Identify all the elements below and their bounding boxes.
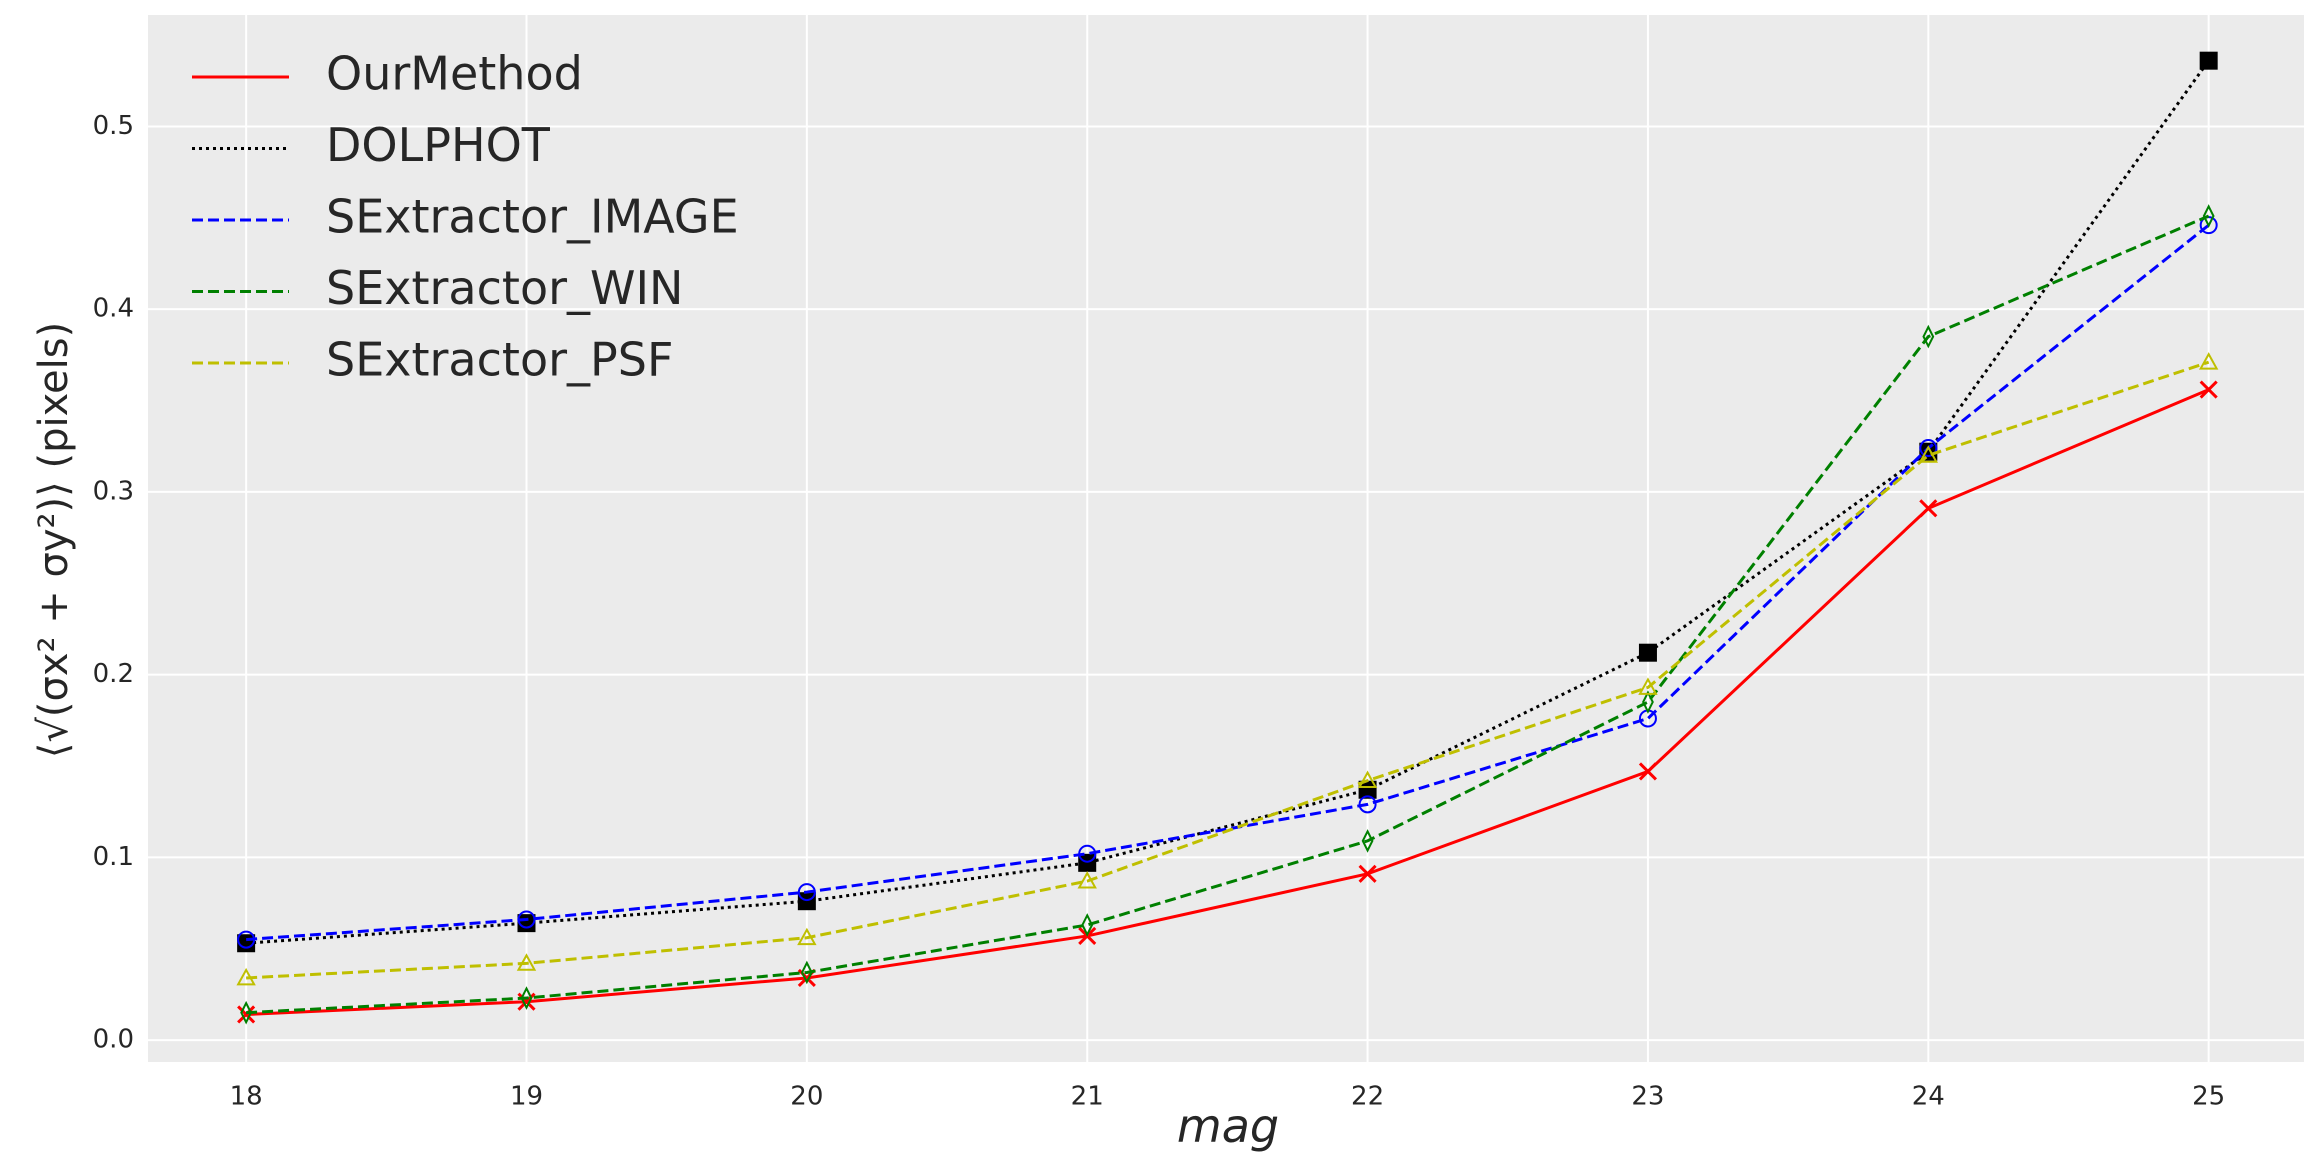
y-tick-label: 0.1	[93, 842, 134, 872]
y-axis-label: ⟨√(σx² + σy²)⟩ (pixels)	[31, 322, 77, 758]
legend-label: DOLPHOT	[326, 118, 551, 172]
marker	[520, 986, 533, 1010]
marker	[1078, 853, 1097, 872]
marker	[1638, 762, 1658, 781]
marker	[1919, 499, 1938, 518]
marker	[1642, 690, 1654, 714]
x-tick-label: 24	[1912, 1081, 1945, 1111]
legend-label: OurMethod	[326, 47, 583, 101]
y-tick-label: 0.0	[93, 1025, 134, 1055]
series-line	[246, 360, 2210, 980]
x-tick-label: 20	[790, 1081, 823, 1111]
marker	[240, 1000, 253, 1025]
marker	[236, 967, 256, 986]
marker	[2198, 352, 2219, 370]
marker	[1638, 677, 1658, 695]
marker	[2199, 380, 2218, 399]
marker	[797, 892, 816, 911]
x-tick-label: 19	[510, 1081, 543, 1111]
marker	[517, 992, 536, 1011]
x-tick-label: 18	[230, 1081, 263, 1111]
marker	[2199, 51, 2218, 70]
x-tick-label: 22	[1351, 1081, 1384, 1111]
marker	[517, 914, 536, 933]
x-axis-label: mag	[1177, 1099, 1279, 1153]
marker	[797, 883, 816, 902]
series-line	[246, 388, 2210, 1016]
plot-area	[148, 15, 2304, 1062]
marker	[1357, 770, 1378, 789]
marker	[800, 960, 813, 985]
legend-label: SExtractor_PSF	[326, 333, 673, 387]
marker	[237, 934, 256, 953]
y-tick-label: 0.3	[93, 476, 134, 506]
marker	[1358, 795, 1377, 814]
x-tick-label: 25	[2192, 1081, 2225, 1111]
marker	[797, 927, 817, 946]
y-tick-label: 0.2	[93, 659, 134, 689]
marker	[517, 910, 536, 929]
marker	[1638, 643, 1657, 662]
marker	[1918, 445, 1939, 463]
marker	[516, 953, 537, 971]
marker	[1077, 871, 1097, 889]
marker	[1081, 913, 1094, 937]
marker	[237, 930, 256, 949]
marker	[2202, 204, 2215, 228]
marker	[1922, 324, 1935, 349]
marker	[237, 1005, 256, 1024]
y-tick-label: 0.4	[93, 294, 134, 324]
x-tick-label: 21	[1071, 1081, 1104, 1111]
marker	[1358, 864, 1377, 883]
series-line	[246, 214, 2210, 1015]
marker	[1361, 829, 1374, 853]
marker	[1919, 439, 1938, 458]
x-tick-label: 23	[1631, 1081, 1664, 1111]
legend-label: SExtractor_IMAGE	[326, 190, 739, 244]
marker	[1078, 844, 1097, 863]
y-tick-label: 0.5	[93, 111, 134, 141]
legend-label: SExtractor_WIN	[326, 261, 683, 315]
